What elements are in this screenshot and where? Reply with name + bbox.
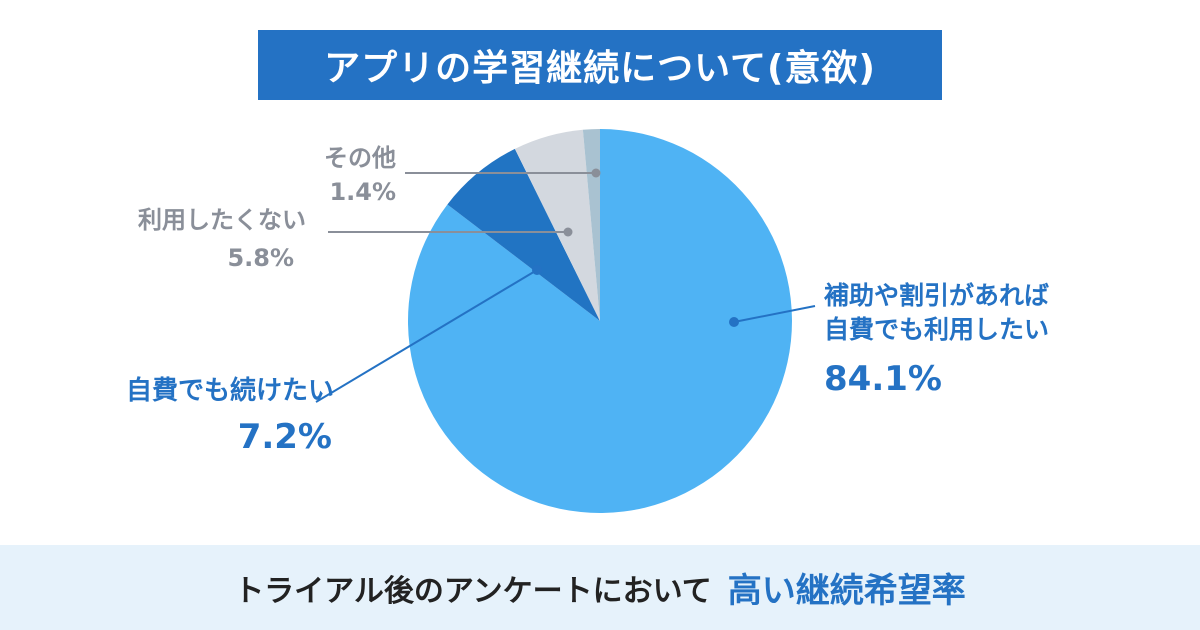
pie-slice-2 xyxy=(514,129,600,321)
footer-banner: トライアル後のアンケートにおいて 高い継続希望率 xyxy=(0,545,1200,630)
leader-line-slice-0 xyxy=(733,305,816,323)
leader-lines xyxy=(315,168,816,403)
footer-highlight: 高い継続希望率 xyxy=(727,571,966,611)
label-slice-2-name: 利用したくない xyxy=(138,206,306,234)
chart-title: アプリの学習継続について(意欲) xyxy=(258,30,942,100)
footer-text: トライアル後のアンケートにおいて xyxy=(234,573,712,609)
label-slice-3-name: その他 xyxy=(324,144,396,172)
leader-dot-slice-3 xyxy=(591,168,601,178)
label-slice-0-name-line2: 自費でも利用したい xyxy=(824,315,1050,344)
label-slice-0-name-line1: 補助や割引があれば xyxy=(824,281,1050,310)
label-slice-1-name: 自費でも続けたい xyxy=(125,376,334,406)
leader-dot-slice-2 xyxy=(563,227,573,237)
leader-line-slice-1 xyxy=(315,269,538,403)
label-slice-3-value: 1.4% xyxy=(329,178,396,206)
pie-slices xyxy=(407,129,792,513)
label-slice-2-value: 5.8% xyxy=(227,244,294,272)
leader-dot-slice-1 xyxy=(532,265,542,275)
leader-dot-slice-0 xyxy=(729,317,739,327)
label-slice-1-value: 7.2% xyxy=(237,417,332,457)
label-slice-0-value: 84.1% xyxy=(824,359,942,399)
pie-slice-0 xyxy=(407,129,792,513)
pie-slice-1 xyxy=(447,148,600,321)
